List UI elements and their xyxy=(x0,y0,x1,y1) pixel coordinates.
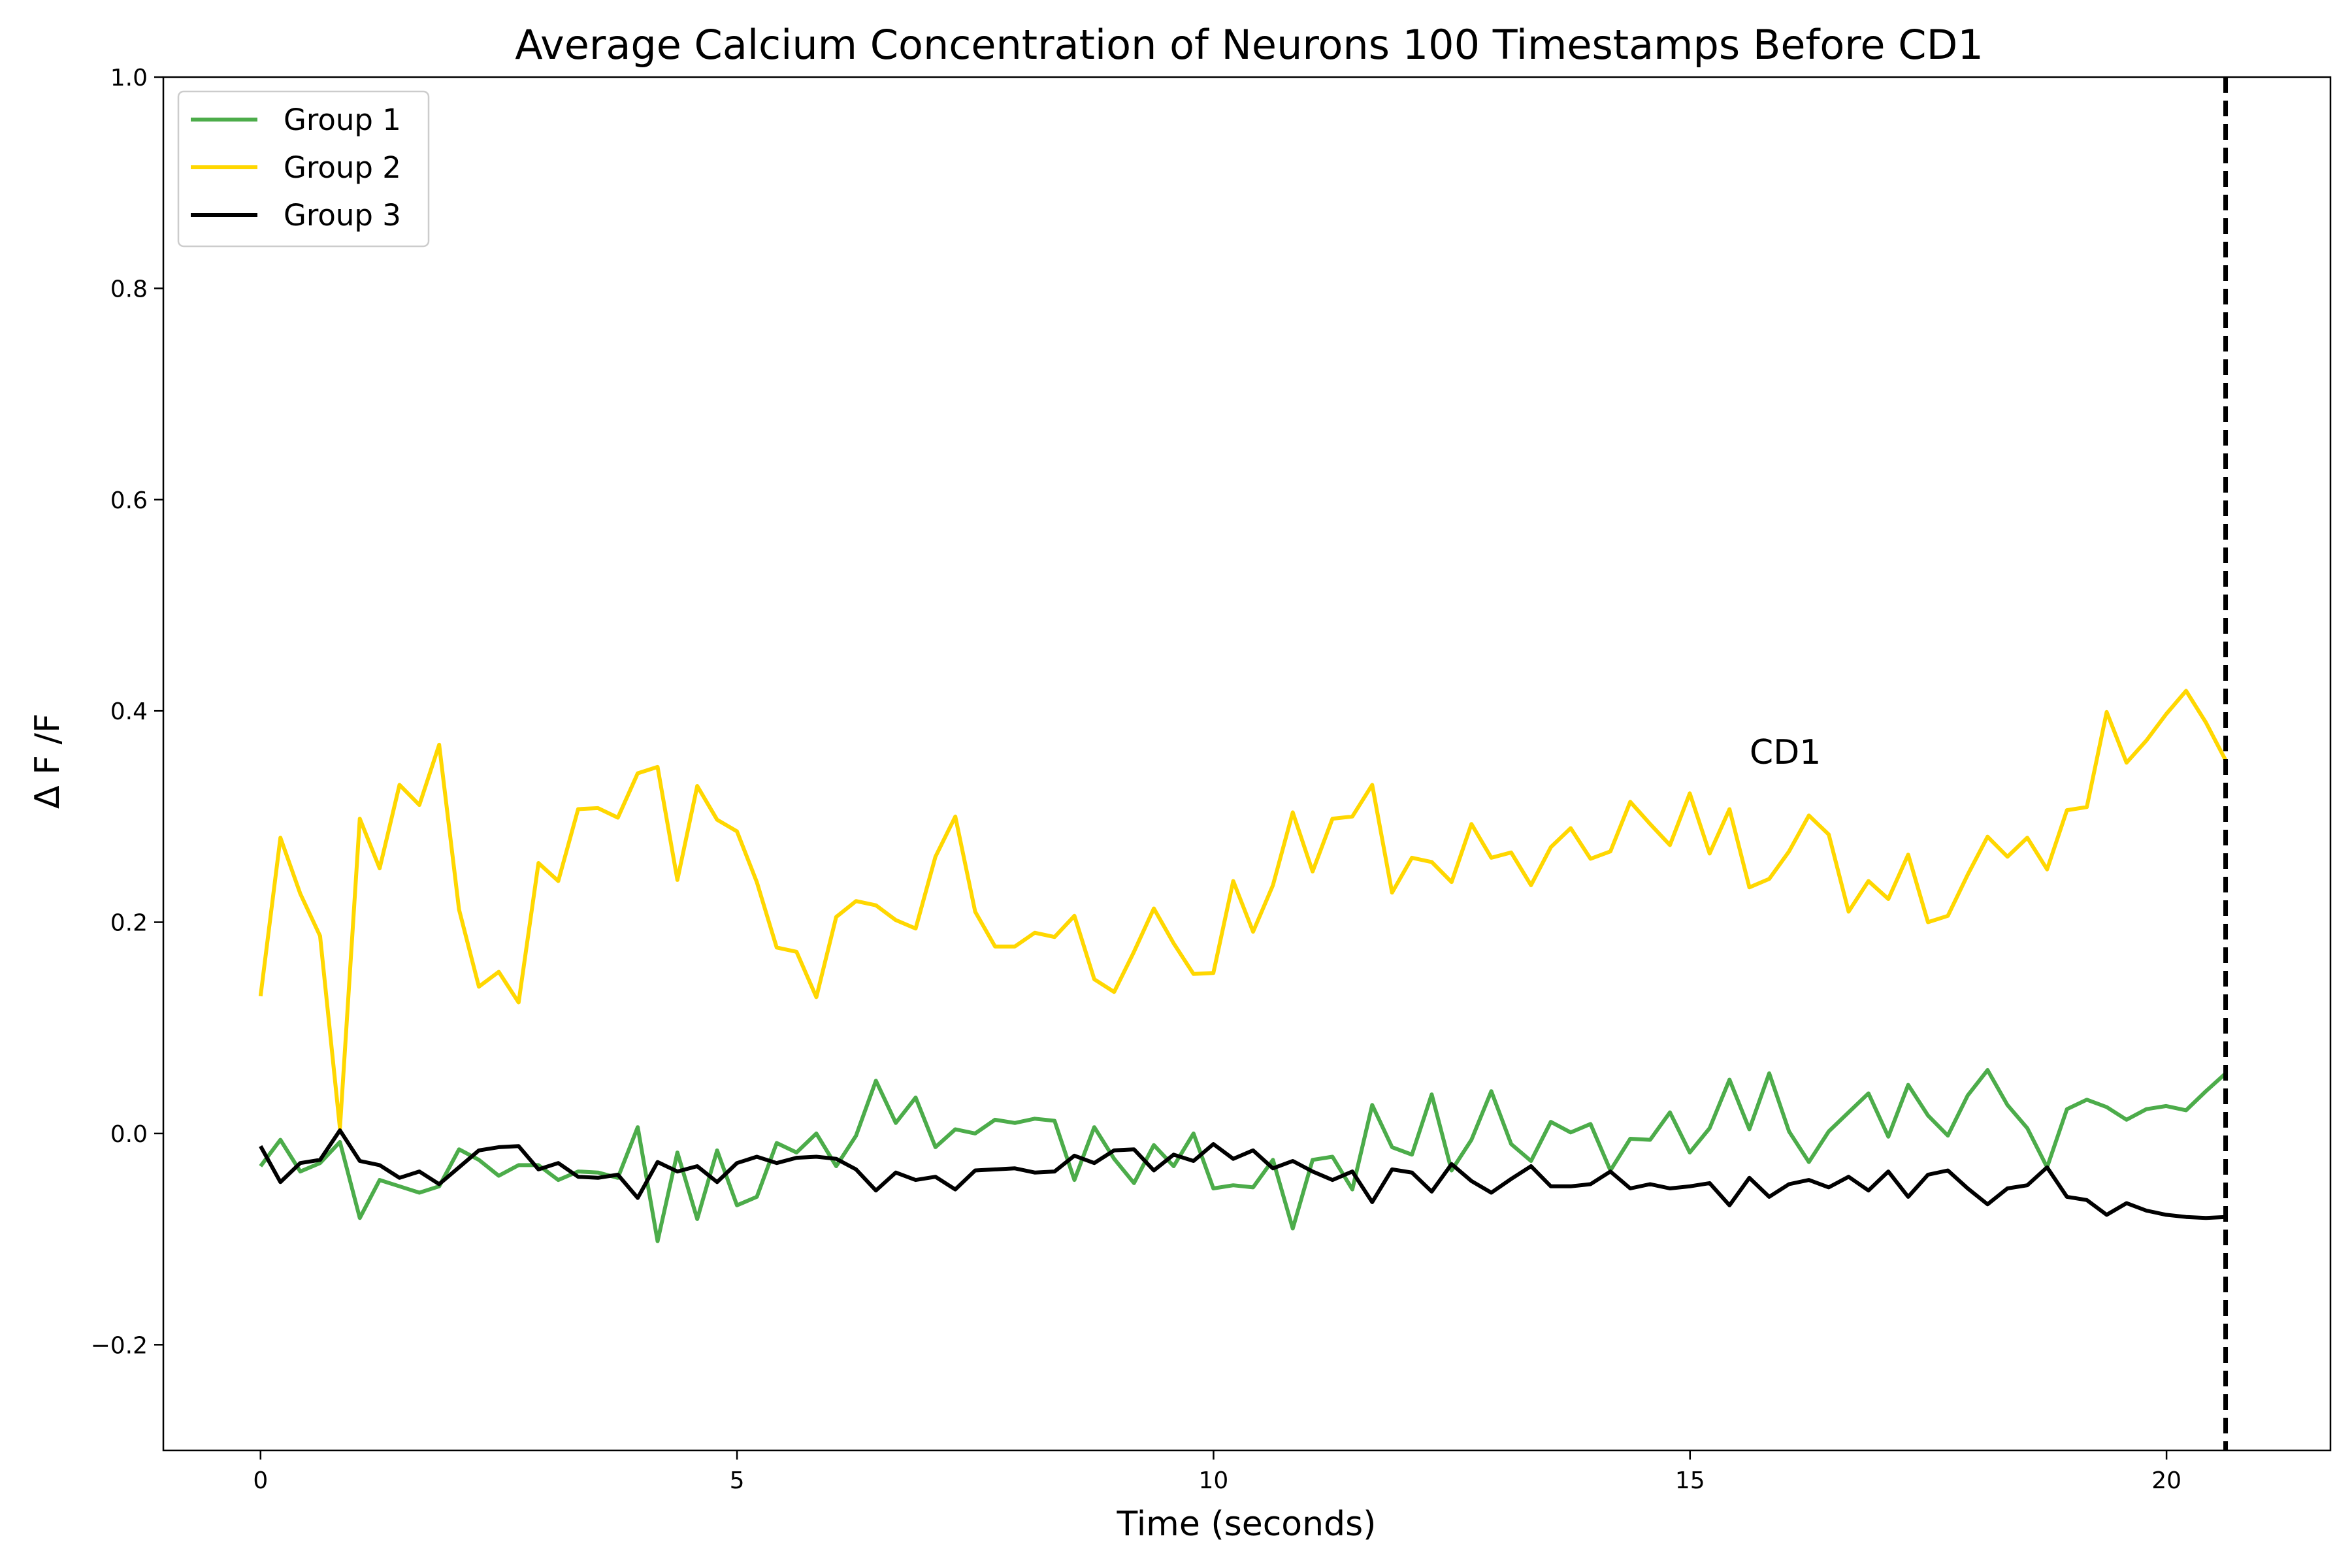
legend-entries: Group 1 Group 2 Group 3 xyxy=(191,103,401,233)
plot-frame xyxy=(162,76,2332,1452)
chart-title: Average Calcium Concentration of Neurons… xyxy=(515,21,1984,69)
x-tick-label: 5 xyxy=(730,1467,745,1494)
x-axis: 0 5 10 15 20 xyxy=(253,1450,2181,1494)
event-annotation-cd1: CD1 xyxy=(1750,733,1821,772)
y-tick-label: 0.6 xyxy=(110,487,148,514)
y-tick-label: 0.8 xyxy=(110,276,148,302)
series-line-group-3 xyxy=(259,1128,2226,1220)
series-line-group-1 xyxy=(259,1068,2227,1243)
y-axis-label: Δ F /F xyxy=(28,713,67,809)
y-tick-label: −0.2 xyxy=(91,1332,148,1359)
y-tick-label: 0.2 xyxy=(110,910,148,937)
legend-box xyxy=(177,90,430,248)
y-tick-label: 0.0 xyxy=(110,1121,148,1148)
series-line-group-2 xyxy=(258,689,2228,1130)
legend: Group 1 Group 2 Group 3 xyxy=(177,90,430,248)
x-tick-label: 10 xyxy=(1199,1467,1229,1494)
legend-label: Group 3 xyxy=(284,198,401,233)
x-tick-label: 15 xyxy=(1675,1467,1705,1494)
legend-label: Group 1 xyxy=(284,103,401,137)
series-layer xyxy=(258,689,2228,1243)
y-tick-label: 1.0 xyxy=(110,65,148,91)
x-axis-label: Time (seconds) xyxy=(1117,1505,1377,1544)
x-tick-label: 0 xyxy=(253,1467,268,1494)
plot-area xyxy=(162,76,2332,1452)
x-tick-label: 20 xyxy=(2151,1467,2181,1494)
y-tick-label: 0.4 xyxy=(110,698,148,725)
legend-label: Group 2 xyxy=(284,150,401,185)
y-axis: −0.2 0.0 0.2 0.4 0.6 0.8 1.0 xyxy=(91,65,163,1359)
